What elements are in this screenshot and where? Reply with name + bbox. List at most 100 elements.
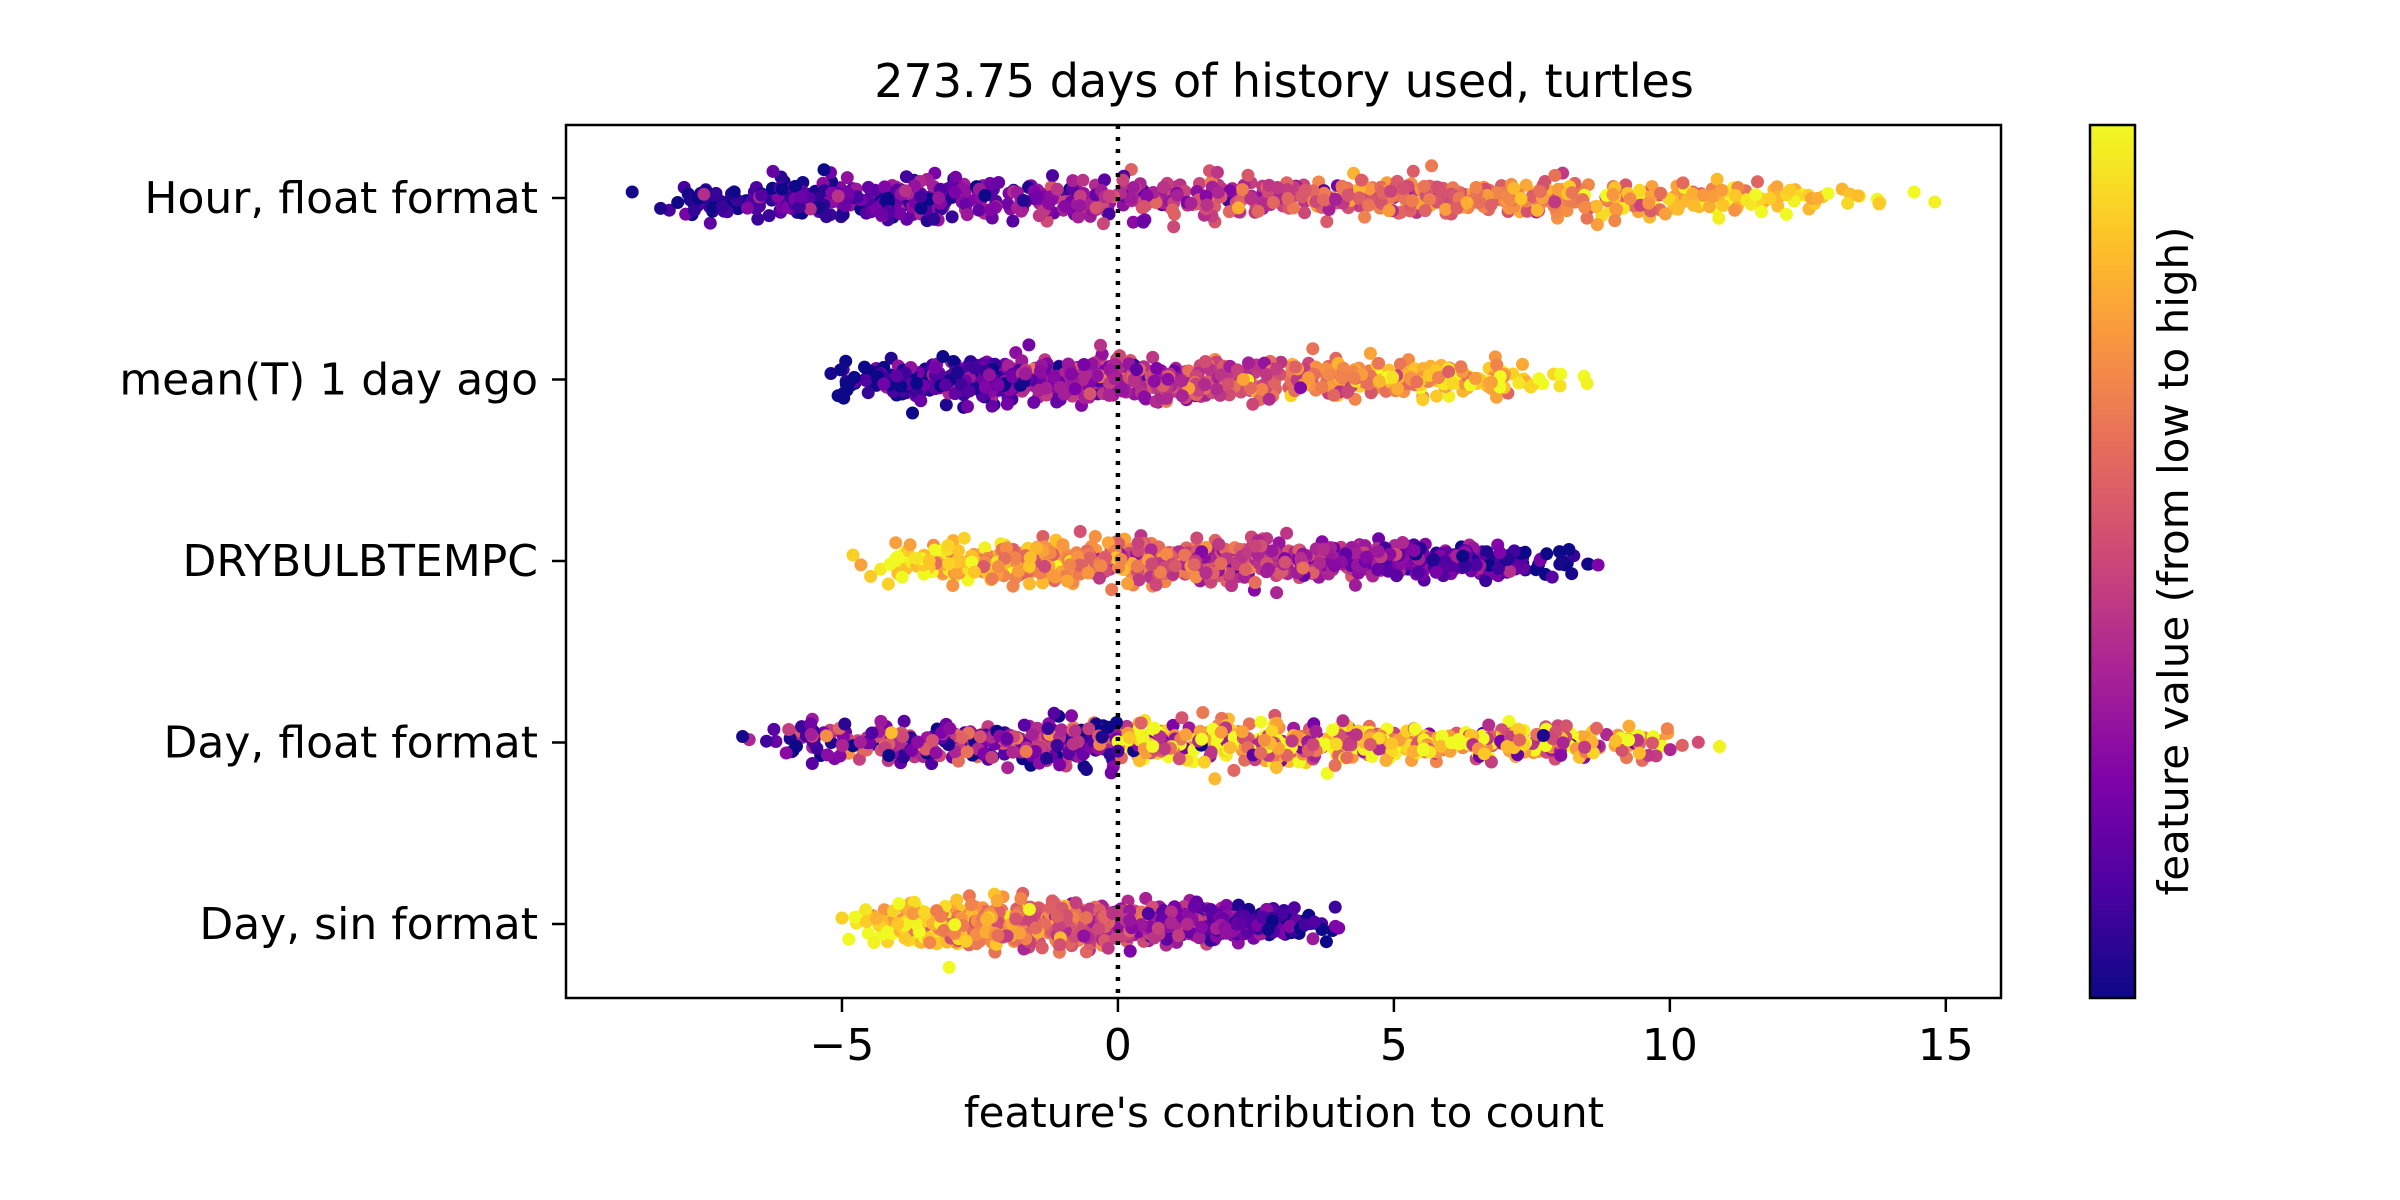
data-point [1484, 375, 1498, 389]
data-point [1077, 358, 1091, 371]
data-point [838, 199, 852, 213]
data-point [1458, 559, 1472, 573]
data-point [1435, 729, 1449, 743]
data-point [846, 548, 860, 562]
data-point [1513, 733, 1526, 747]
data-point [1102, 207, 1116, 221]
data-point [1039, 381, 1053, 395]
data-point [833, 749, 847, 763]
data-point [804, 727, 818, 741]
data-point [1042, 197, 1056, 210]
data-point [803, 202, 817, 216]
data-point [1192, 931, 1206, 945]
data-point [1261, 562, 1275, 576]
data-point [942, 960, 956, 974]
data-point [973, 730, 987, 744]
data-point [1040, 751, 1053, 765]
data-point [984, 203, 998, 217]
data-point [1396, 536, 1410, 549]
data-point [1198, 355, 1212, 368]
data-point [1472, 196, 1486, 210]
data-point [909, 917, 923, 931]
data-point [990, 894, 1004, 908]
data-point [1763, 192, 1777, 205]
data-point [1166, 718, 1180, 732]
data-point [1379, 753, 1393, 767]
data-point [1102, 388, 1116, 402]
data-point [1484, 198, 1498, 212]
data-point [1371, 563, 1385, 576]
data-point [1554, 748, 1568, 762]
data-point [1082, 722, 1096, 736]
data-point [1046, 169, 1059, 183]
data-point [709, 186, 723, 200]
data-point [1335, 371, 1349, 385]
data-point [982, 368, 996, 382]
data-point [1442, 365, 1456, 379]
data-point [1841, 196, 1855, 210]
data-point [840, 171, 854, 185]
data-point [1406, 164, 1420, 178]
data-point [1332, 921, 1346, 935]
data-point [1493, 546, 1507, 560]
data-point [877, 377, 891, 391]
data-point [1017, 718, 1031, 732]
data-point [884, 726, 898, 740]
data-point [1095, 730, 1109, 744]
data-point [1130, 363, 1143, 377]
data-point [1779, 207, 1793, 221]
data-point [1349, 728, 1363, 742]
data-point [1751, 175, 1764, 189]
data-point [1137, 200, 1151, 214]
data-point [1016, 193, 1030, 207]
data-point [1151, 921, 1165, 935]
data-point [1289, 360, 1302, 374]
data-point [1140, 189, 1154, 203]
data-point [1696, 188, 1710, 202]
data-point [1254, 715, 1268, 729]
data-point [1066, 737, 1080, 751]
data-point [1513, 724, 1527, 738]
data-point [751, 212, 765, 226]
data-point [1030, 190, 1044, 204]
data-point [1608, 214, 1622, 228]
data-point [1053, 938, 1067, 952]
data-point [893, 207, 907, 221]
data-point [1663, 743, 1677, 757]
data-point [1396, 181, 1410, 195]
data-point [1214, 557, 1228, 571]
data-point [1710, 172, 1724, 186]
data-point [1227, 763, 1241, 777]
data-point [1038, 559, 1052, 573]
data-point [937, 924, 951, 938]
data-point [1123, 944, 1137, 958]
data-point [1536, 729, 1550, 742]
data-point [1241, 168, 1255, 182]
data-point [1096, 217, 1110, 231]
data-point [1336, 714, 1350, 728]
data-point [909, 551, 923, 565]
data-point [1212, 537, 1226, 551]
data-point [1381, 564, 1395, 578]
data-point [1230, 363, 1244, 377]
data-point [1146, 739, 1160, 753]
data-point [1439, 202, 1453, 216]
data-point [939, 378, 952, 392]
data-point [889, 536, 903, 550]
data-point [1270, 362, 1283, 376]
data-point [968, 565, 981, 579]
data-point [991, 560, 1005, 574]
data-point [1294, 381, 1307, 395]
data-point [869, 911, 883, 925]
data-point [1028, 745, 1042, 758]
data-point [1141, 907, 1155, 921]
y-tick-label: Hour, float format [144, 173, 538, 224]
data-point [1208, 772, 1222, 786]
data-point [1565, 186, 1579, 200]
data-point [1079, 763, 1093, 776]
data-point [1244, 192, 1258, 206]
data-point [1088, 530, 1102, 543]
data-point [1092, 571, 1106, 585]
data-point [1562, 543, 1576, 556]
